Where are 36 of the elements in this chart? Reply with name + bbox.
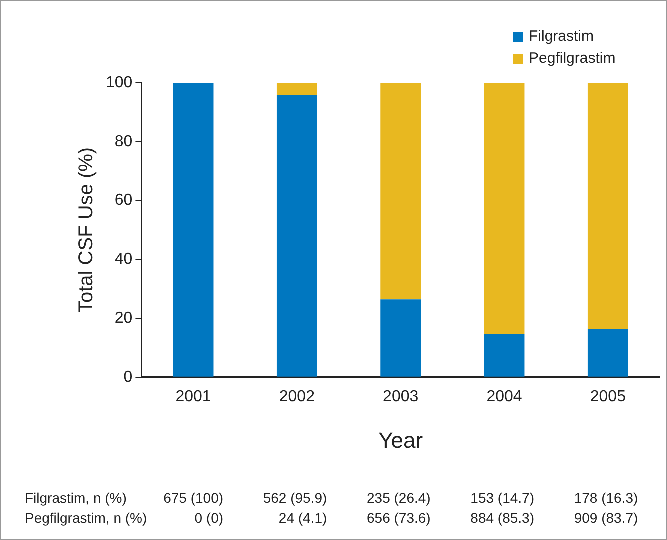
y-tick-label: 0 bbox=[124, 368, 133, 386]
data-label: 675 (100) bbox=[164, 490, 224, 506]
bar bbox=[588, 329, 628, 377]
bar bbox=[276, 95, 318, 377]
bar bbox=[484, 334, 525, 377]
data-label: 656 (73.6) bbox=[367, 510, 431, 526]
y-tick-label: 20 bbox=[114, 310, 133, 327]
y-tick-label: 80 bbox=[114, 133, 133, 150]
bar bbox=[276, 83, 318, 96]
data-label: 235 (26.4) bbox=[367, 490, 431, 506]
bar bbox=[380, 83, 422, 300]
text: Filgrastim, n (%) bbox=[25, 490, 127, 506]
bar bbox=[173, 83, 214, 377]
data-label: 24 (4.1) bbox=[278, 510, 328, 526]
bar bbox=[484, 83, 525, 334]
x-tick-label: 2002 bbox=[279, 388, 316, 406]
text: Pegfilgrastim, n (%) bbox=[25, 510, 148, 526]
y-tick-label: 40 bbox=[114, 251, 133, 268]
y-axis-title: Total CSF Use (%) bbox=[76, 147, 98, 313]
data-label: 909 (83.7) bbox=[574, 510, 638, 526]
x-tick-label: 2003 bbox=[383, 388, 419, 406]
x-tick-label: 2004 bbox=[486, 388, 522, 406]
y-tick-label: 100 bbox=[106, 74, 133, 92]
data-label: 884 (85.3) bbox=[470, 510, 535, 526]
x-tick-label: 2005 bbox=[590, 388, 626, 406]
legend-label: Pegfilgrastim bbox=[529, 50, 616, 68]
y-tick-label: 60 bbox=[114, 192, 133, 210]
bar bbox=[380, 300, 422, 377]
x-axis-title: Year bbox=[378, 428, 424, 453]
x-tick-label: 2001 bbox=[176, 388, 212, 406]
bar bbox=[588, 83, 628, 330]
data-label: 153 (14.7) bbox=[470, 490, 535, 506]
data-label: 0 (0) bbox=[194, 510, 224, 526]
data-label: 178 (16.3) bbox=[574, 490, 638, 506]
data-label: 562 (95.9) bbox=[263, 490, 328, 506]
legend-label: Filgrastim bbox=[529, 28, 594, 46]
